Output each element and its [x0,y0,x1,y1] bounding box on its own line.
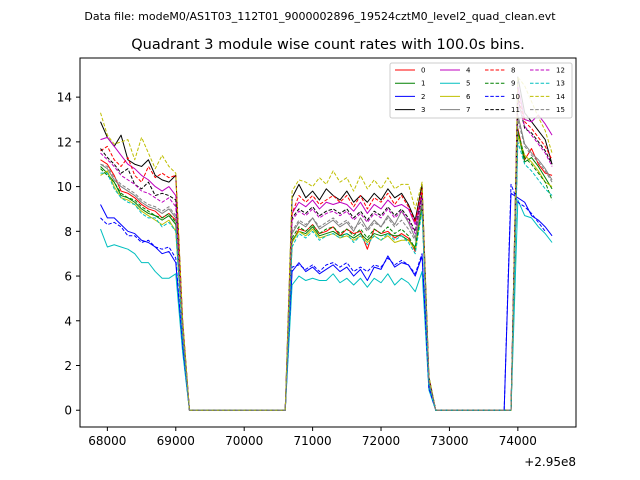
series-line-6 [100,134,553,411]
y-axis: 0 2 4 6 8 10 12 14 [57,91,80,418]
series-line-15 [100,119,553,411]
legend-label: 4 [466,67,471,75]
legend-label: 8 [511,67,515,75]
y-tick-label: 6 [64,270,72,284]
x-offset-label: +2.95e8 [524,455,576,469]
series-line-7 [100,114,553,411]
y-tick-label: 10 [57,180,72,194]
x-axis: 68000 69000 70000 71000 72000 73000 74000 [88,427,537,448]
legend-label: 11 [511,106,520,114]
legend-label: 15 [556,106,565,114]
plot-frame [79,57,577,428]
legend-label: 7 [466,106,470,114]
series-line-12 [100,101,553,411]
series-line-14 [100,76,553,411]
x-tick-label: 68000 [88,434,126,448]
legend-label: 14 [556,93,565,101]
y-tick-label: 12 [57,135,72,149]
x-tick-label: 72000 [362,434,400,448]
series-line-10 [100,183,546,411]
legend-label: 13 [556,80,565,88]
legend-label: 3 [421,106,425,114]
legend-label: 6 [466,93,471,101]
x-tick-label: 71000 [294,434,332,448]
legend-label: 12 [556,67,565,75]
series-line-3 [100,76,553,411]
plot-lines [100,76,553,411]
legend-label: 1 [421,80,425,88]
y-tick-label: 8 [64,225,72,239]
y-tick-label: 4 [64,314,72,328]
legend-label: 9 [511,80,515,88]
series-line-4 [100,85,553,411]
x-tick-label: 69000 [157,434,195,448]
series-line-1 [100,132,553,411]
y-tick-label: 14 [57,91,72,105]
legend-box [389,62,573,119]
y-tick-label: 0 [64,404,72,418]
chart-suptitle: Data file: modeM0/AS1T03_112T01_90000028… [84,10,556,23]
legend-label: 0 [421,67,425,75]
x-tick-label: 73000 [430,434,468,448]
series-line-8 [100,94,553,411]
series-line-9 [100,130,553,411]
legend-label: 5 [466,80,470,88]
series-line-2 [100,192,553,411]
x-tick-label: 74000 [499,434,537,448]
series-line-11 [100,96,553,411]
chart-title: Quadrant 3 module wise count rates with … [131,37,525,53]
x-tick-label: 70000 [225,434,263,448]
y-tick-label: 2 [64,359,72,373]
legend-label: 2 [421,93,425,101]
legend-label: 10 [511,93,520,101]
